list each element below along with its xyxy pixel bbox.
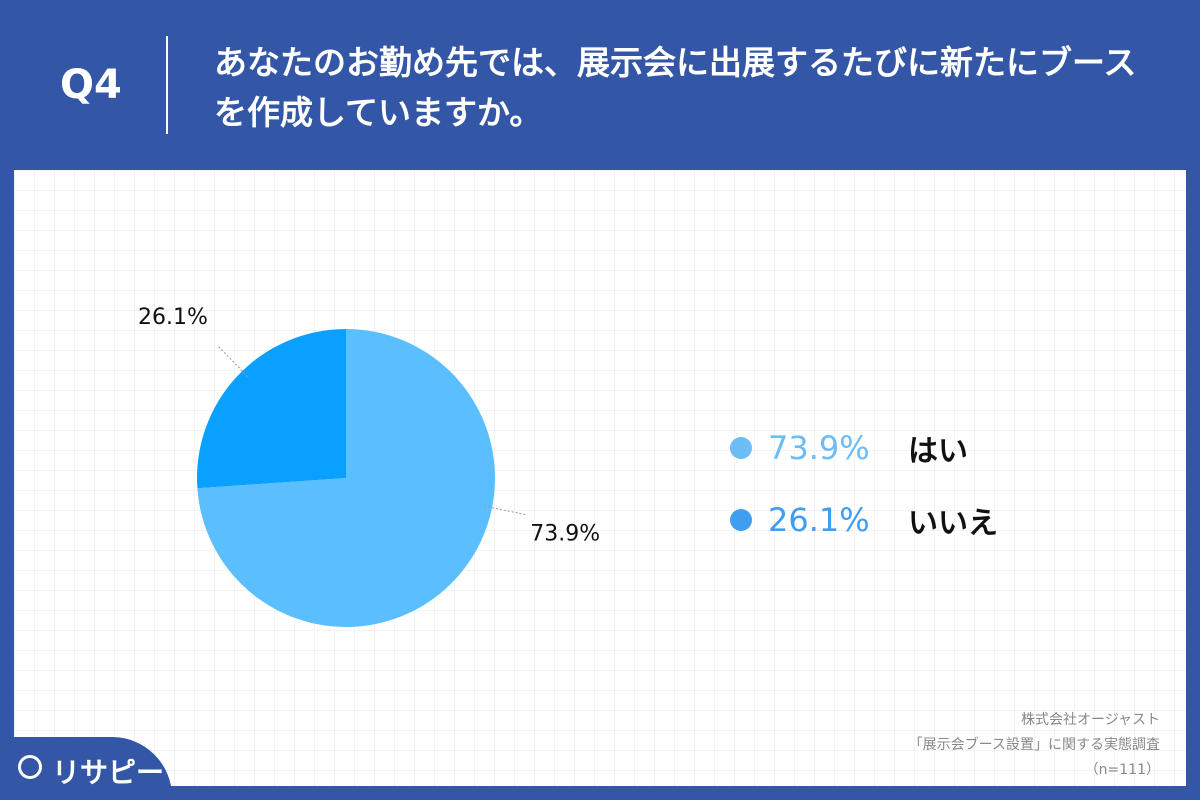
question-number: Q4 bbox=[60, 62, 122, 108]
pin-icon bbox=[18, 755, 42, 779]
legend-item-no: 26.1% いいえ bbox=[730, 484, 998, 556]
legend-percent: 73.9% bbox=[768, 429, 870, 467]
legend-label: いいえ bbox=[908, 506, 998, 541]
pie-slice-0 bbox=[197, 329, 495, 627]
leader-line bbox=[217, 345, 249, 378]
legend-dot-icon bbox=[730, 509, 752, 531]
data-label: 73.9% bbox=[530, 522, 600, 547]
source-credit: 株式会社オージャスト 「展示会ブース設置」に関する実態調査 （n=111） bbox=[909, 708, 1160, 783]
question-text: あなたのお勤め先では、展示会に出展するたびに新たにブースを作成していますか。 bbox=[214, 43, 1137, 132]
legend-label: はい bbox=[908, 434, 968, 469]
credit-sample-size: （n=111） bbox=[1084, 762, 1160, 778]
header: Q4 あなたのお勤め先では、展示会に出展するたびに新たにブースを作成していますか… bbox=[0, 0, 1200, 170]
divider bbox=[166, 36, 168, 134]
data-label: 26.1% bbox=[138, 305, 208, 330]
legend-dot-icon bbox=[730, 437, 752, 459]
pie-slice-1 bbox=[197, 329, 346, 489]
credit-survey: 「展示会ブース設置」に関する実態調査 bbox=[908, 737, 1160, 753]
logo-text: リサピー bbox=[52, 756, 165, 789]
legend-item-yes: 73.9% はい bbox=[730, 412, 998, 484]
logo: リサピー bbox=[0, 737, 172, 800]
legend: 73.9% はい 26.1% いいえ bbox=[730, 412, 998, 556]
credit-company: 株式会社オージャスト bbox=[1020, 712, 1160, 728]
leader-line bbox=[484, 505, 527, 516]
legend-percent: 26.1% bbox=[768, 501, 870, 539]
